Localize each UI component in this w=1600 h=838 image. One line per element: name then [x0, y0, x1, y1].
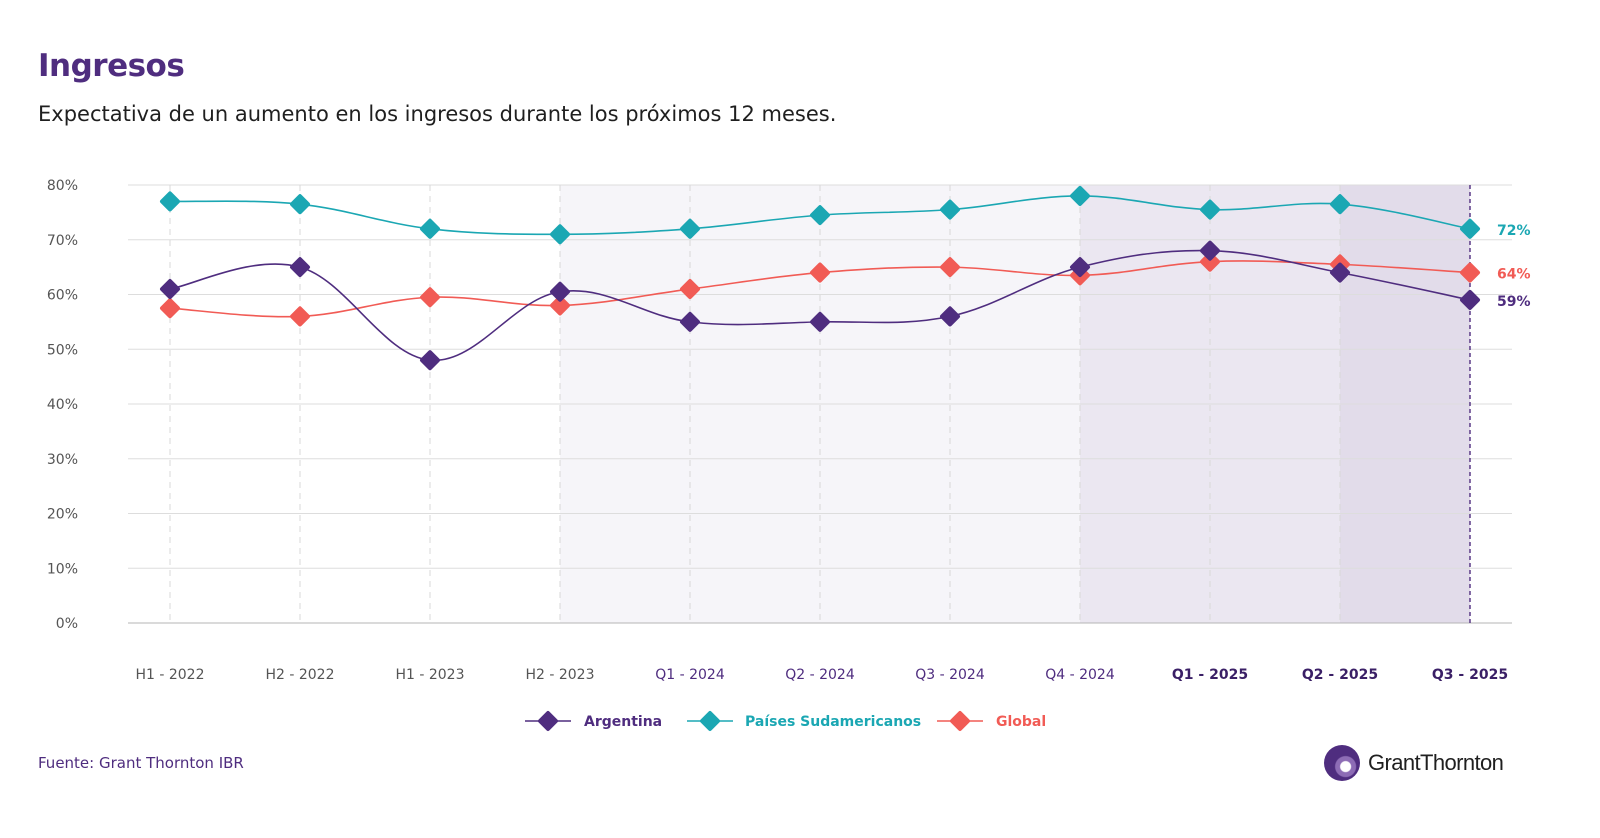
x-tick-label: H1 - 2022	[135, 667, 204, 683]
data-point-argentina	[1070, 257, 1090, 278]
legend-label-global: Global	[996, 714, 1046, 730]
x-tick-label: Q3 - 2025	[1432, 667, 1508, 683]
legend-label-sudamerica: Países Sudamericanos	[745, 714, 921, 730]
x-tick-label: Q2 - 2024	[785, 667, 855, 683]
x-tick-label: Q4 - 2024	[1045, 667, 1115, 683]
legend-marker-sudamerica	[700, 711, 720, 731]
data-point-argentina	[1200, 240, 1220, 261]
data-point-global	[940, 257, 960, 278]
x-tick-label: Q2 - 2025	[1302, 667, 1378, 683]
x-tick-label: H1 - 2023	[395, 667, 464, 683]
data-point-global	[810, 262, 830, 283]
data-point-sudamerica	[1070, 185, 1090, 206]
source-note: Fuente: Grant Thornton IBR	[38, 754, 244, 772]
end-label-global: 64%	[1497, 267, 1531, 283]
y-tick-label: 20%	[47, 507, 78, 523]
data-point-argentina	[290, 257, 310, 278]
data-point-argentina	[1460, 289, 1480, 310]
data-point-argentina	[940, 306, 960, 327]
logo-text: GrantThornton	[1368, 750, 1504, 775]
x-tick-label: Q1 - 2025	[1172, 667, 1248, 683]
data-point-global	[1460, 262, 1480, 283]
chart-subtitle: Expectativa de un aumento en los ingreso…	[38, 102, 837, 126]
data-point-global	[1200, 251, 1220, 272]
x-tick-label: Q1 - 2024	[655, 667, 725, 683]
y-tick-label: 60%	[47, 288, 78, 304]
y-tick-label: 30%	[47, 452, 78, 468]
y-tick-label: 70%	[47, 233, 78, 249]
data-point-global	[680, 279, 700, 300]
end-label-argentina: 59%	[1497, 294, 1531, 310]
data-point-global	[290, 306, 310, 327]
legend-label-argentina: Argentina	[584, 714, 662, 730]
data-point-global	[550, 295, 570, 316]
data-point-global	[420, 287, 440, 308]
data-point-argentina	[160, 279, 180, 300]
legend-marker-global	[950, 711, 970, 731]
data-point-sudamerica	[420, 218, 440, 239]
data-point-sudamerica	[550, 224, 570, 245]
data-point-argentina	[680, 311, 700, 332]
x-tick-label: H2 - 2022	[265, 667, 334, 683]
data-point-argentina	[810, 311, 830, 332]
data-point-global	[160, 298, 180, 319]
y-tick-label: 80%	[47, 178, 78, 194]
chart-title: Ingresos	[38, 48, 185, 84]
y-tick-label: 50%	[47, 342, 78, 358]
data-point-sudamerica	[1330, 194, 1350, 215]
data-point-sudamerica	[1460, 218, 1480, 239]
grant-thornton-logo-icon	[1324, 745, 1360, 781]
data-point-sudamerica	[1200, 199, 1220, 220]
data-point-sudamerica	[160, 191, 180, 212]
y-tick-label: 0%	[56, 616, 78, 632]
x-tick-label: Q3 - 2024	[915, 667, 985, 683]
data-point-argentina	[420, 350, 440, 371]
data-point-argentina	[550, 281, 570, 302]
data-point-sudamerica	[940, 199, 960, 220]
x-tick-label: H2 - 2023	[525, 667, 594, 683]
y-tick-label: 10%	[47, 561, 78, 577]
y-tick-label: 40%	[47, 397, 78, 413]
grant-thornton-logo: GrantThornton	[1324, 744, 1504, 782]
legend-marker-argentina	[538, 711, 558, 731]
series-line-argentina	[169, 249, 1471, 362]
data-point-sudamerica	[810, 205, 830, 226]
data-point-sudamerica	[680, 218, 700, 239]
data-point-argentina	[1330, 262, 1350, 283]
end-label-sudamerica: 72%	[1497, 223, 1531, 239]
data-point-sudamerica	[290, 194, 310, 215]
